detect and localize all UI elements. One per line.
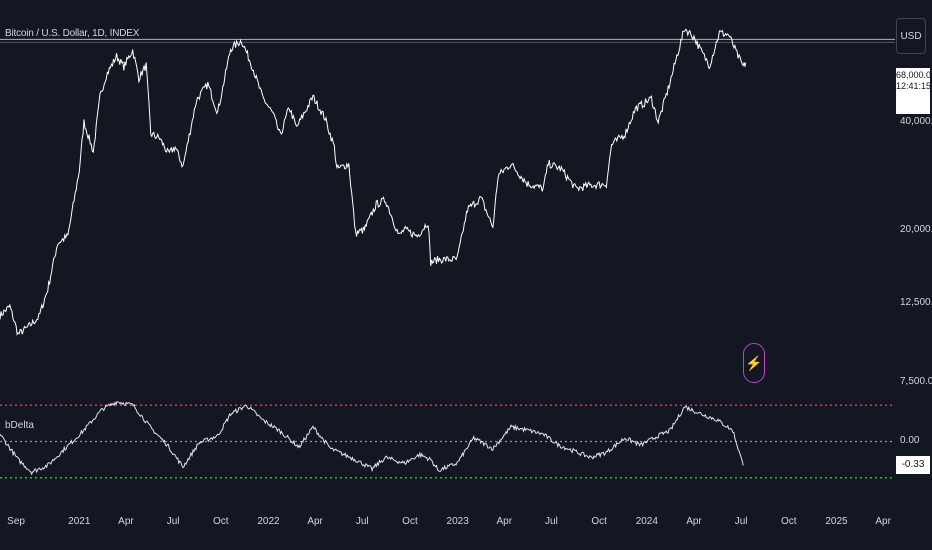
time-axis-tick-label: Apr — [118, 516, 134, 527]
currency-button[interactable]: USD — [896, 18, 926, 54]
time-axis-tick-label: Apr — [307, 516, 323, 527]
time-axis-tick-label: 2024 — [636, 516, 659, 527]
time-axis-tick-label: Jul — [356, 516, 369, 527]
time-axis-tick-label: 2021 — [68, 516, 91, 527]
countdown-timer: 12:41:15 — [896, 81, 930, 91]
last-price-badge: 68,000.00 12:41:15 — [896, 68, 930, 114]
indicator-value-badge: -0.33 — [896, 456, 930, 474]
time-axis-tick-label: Apr — [497, 516, 513, 527]
price-axis-tick-label: 20,000.00 — [900, 223, 932, 235]
time-axis-tick-label: 2023 — [447, 516, 470, 527]
time-axis-tick-label: Oct — [402, 516, 418, 527]
time-axis-tick-label: Jul — [735, 516, 748, 527]
time-axis-tick-label: Jul — [545, 516, 558, 527]
chart-title: Bitcoin / U.S. Dollar, 1D, INDEX — [5, 28, 140, 39]
indicator-axis-tick-label: 0.00 — [900, 434, 920, 446]
time-axis-tick-label: Oct — [213, 516, 229, 527]
price-axis-tick-label: 7,500.00 — [900, 376, 932, 388]
time-axis-tick-label: Oct — [591, 516, 607, 527]
time-axis-tick-label: Oct — [781, 516, 797, 527]
time-axis-tick-label: Apr — [686, 516, 702, 527]
price-axis-tick-label: 40,000.00 — [900, 115, 932, 127]
price-series-line — [0, 28, 747, 336]
time-axis-tick-label: 2025 — [825, 516, 848, 527]
bdelta-series-line — [0, 400, 744, 476]
lightning-icon[interactable]: ⚡ — [743, 343, 765, 383]
time-axis-tick-label: Apr — [875, 516, 891, 527]
time-axis-tick-label: 2022 — [257, 516, 280, 527]
price-axis-tick-label: 12,500.00 — [900, 296, 932, 308]
time-axis-tick-label: Sep — [7, 516, 25, 527]
last-price-value: 68,000.00 — [896, 70, 930, 80]
time-axis-tick-label: Jul — [167, 516, 180, 527]
indicator-title: bDelta — [5, 420, 34, 431]
